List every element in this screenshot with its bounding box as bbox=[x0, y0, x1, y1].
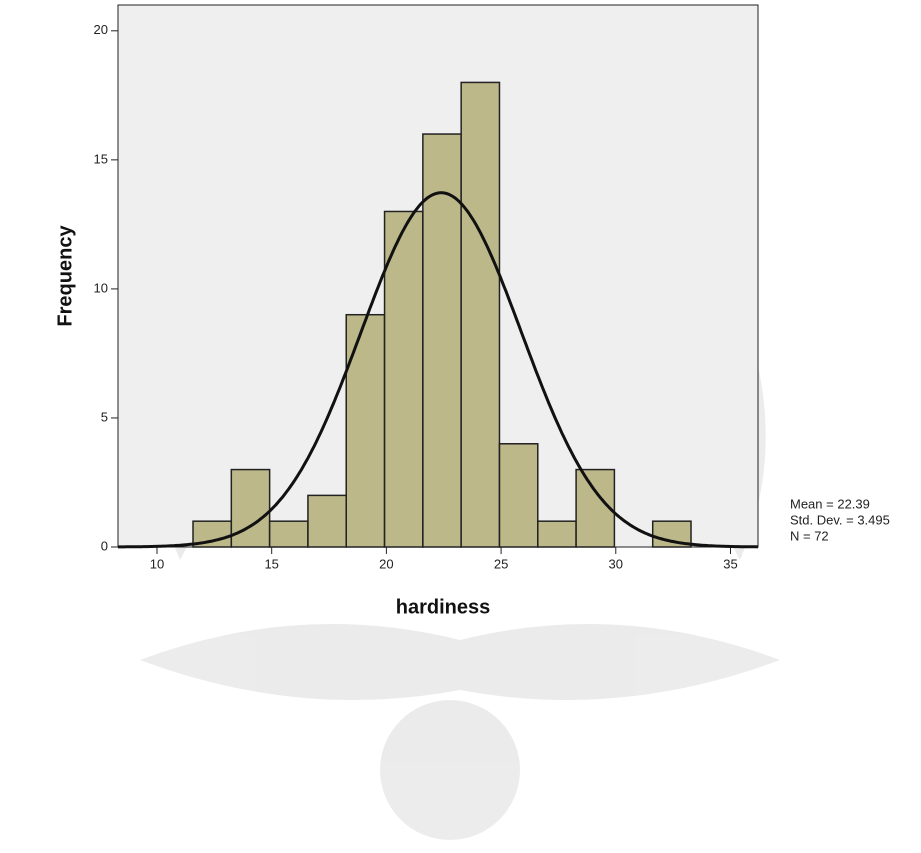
x-tick-label: 10 bbox=[150, 556, 164, 571]
bar bbox=[460, 81, 501, 548]
x-tick-label: 30 bbox=[609, 556, 623, 571]
bar bbox=[422, 133, 462, 548]
stat-label: N = 72 bbox=[790, 528, 829, 543]
bar bbox=[307, 494, 347, 548]
stat-label: Mean = 22.39 bbox=[790, 496, 870, 511]
bar bbox=[268, 520, 309, 548]
bar bbox=[537, 520, 577, 548]
bar bbox=[498, 443, 539, 548]
x-tick-label: 35 bbox=[723, 556, 737, 571]
x-tick-label: 15 bbox=[264, 556, 278, 571]
x-tick-label: 25 bbox=[494, 556, 508, 571]
y-tick-label: 5 bbox=[101, 409, 108, 424]
y-axis-title: Frequency bbox=[54, 225, 76, 327]
y-tick-label: 15 bbox=[94, 151, 108, 166]
bar bbox=[345, 313, 386, 548]
normal-curve bbox=[118, 191, 759, 549]
y-tick-label: 20 bbox=[94, 22, 108, 37]
bar bbox=[383, 210, 424, 548]
stat-label: Std. Dev. = 3.495 bbox=[790, 512, 890, 527]
x-axis-title: hardiness bbox=[396, 596, 490, 618]
bar bbox=[230, 468, 271, 548]
x-tick-label: 20 bbox=[379, 556, 393, 571]
y-tick-label: 10 bbox=[94, 280, 108, 295]
y-tick-label: 0 bbox=[101, 538, 108, 553]
